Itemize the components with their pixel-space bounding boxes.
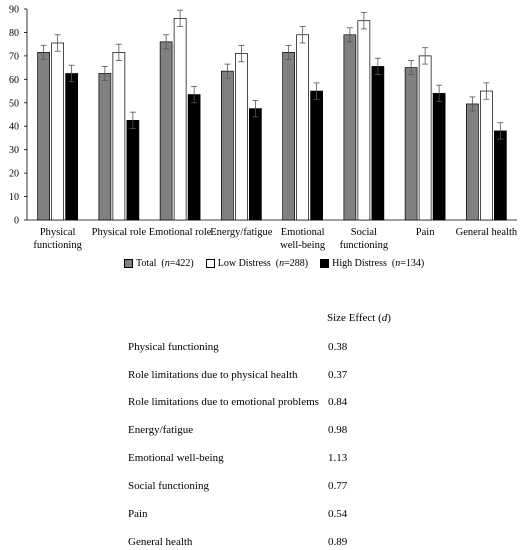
y-tick-label: 80 <box>9 28 19 39</box>
x-tick-label: well-being <box>280 240 326 251</box>
bar-low-distress <box>357 20 371 221</box>
table-row: Physical functioning 0.38 <box>128 341 358 353</box>
bar-total <box>159 41 173 221</box>
row-label: Pain <box>128 508 148 520</box>
y-tick-label: 30 <box>9 145 19 156</box>
y-tick-label: 90 <box>9 5 19 16</box>
x-tick-label: Emotional <box>281 227 325 238</box>
legend-item-total: Total (n=422) <box>124 258 194 269</box>
bar-high-distress <box>371 66 385 221</box>
chart-legend: Total (n=422) Low Distress (n=288) High … <box>124 258 436 269</box>
y-tick-label: 50 <box>9 98 19 109</box>
table-row: Social functioning 0.77 <box>128 480 358 492</box>
bar-total <box>343 34 357 221</box>
bar-total <box>37 52 50 221</box>
bar-high-distress <box>432 93 446 221</box>
bar-high-distress <box>187 94 201 221</box>
y-tick-label: 70 <box>9 51 19 62</box>
row-value: 0.84 <box>328 396 348 408</box>
bar-high-distress <box>65 73 78 221</box>
legend-item-high-distress: High Distress (n=134) <box>320 258 424 269</box>
table-header: Size Effect (d) <box>327 312 391 324</box>
y-tick-label: 20 <box>9 169 19 180</box>
bar-total <box>221 70 234 221</box>
bar-chart: 0 10 20 30 40 50 60 70 80 90 Physical functioning Ph… <box>9 5 518 252</box>
row-value: 0.89 <box>328 536 348 548</box>
table-row: Role limitations due to physical health … <box>128 369 358 381</box>
x-tick-label: Physical role <box>92 227 147 238</box>
table-row: Role limitations due to emotional proble… <box>128 396 358 408</box>
legend-label-high-distress: High Distress <box>332 258 387 269</box>
row-label: Role limitations due to physical health <box>128 369 298 381</box>
row-label: Energy/fatigue <box>128 424 194 436</box>
row-label: Physical functioning <box>128 341 219 353</box>
bar-low-distress <box>235 53 248 221</box>
legend-n-total: (n=422) <box>161 258 194 269</box>
legend-n-low-distress: (n=288) <box>275 258 309 269</box>
bar-total <box>404 67 418 221</box>
row-value: 0.38 <box>328 341 348 353</box>
x-tick-label: functioning <box>340 240 389 251</box>
legend-swatch-low-distress <box>205 259 215 268</box>
table-row: Pain 0.54 <box>128 508 358 520</box>
row-label: Social functioning <box>128 480 209 492</box>
x-tick-label: Energy/fatigue <box>210 227 273 238</box>
legend-swatch-total <box>124 259 133 268</box>
x-tick-label: Social <box>351 227 377 238</box>
bar-high-distress <box>494 130 507 221</box>
bar-low-distress <box>51 42 64 221</box>
bar-low-distress <box>296 34 309 221</box>
y-tick-label: 0 <box>14 216 19 227</box>
bar-low-distress <box>173 18 187 221</box>
y-tick-label: 40 <box>9 122 19 133</box>
x-tick-label: General health <box>456 227 518 238</box>
row-value: 0.54 <box>328 508 348 520</box>
row-value: 1.13 <box>328 452 348 464</box>
y-tick-label: 10 <box>9 192 19 203</box>
row-value: 0.77 <box>328 480 348 492</box>
legend-label-low-distress: Low Distress <box>217 258 271 269</box>
table-row: Emotional well-being 1.13 <box>128 452 358 464</box>
bar-low-distress <box>112 52 126 221</box>
legend-label-total: Total <box>136 258 157 269</box>
bar-total <box>282 52 295 221</box>
table-row: General health 0.89 <box>128 536 358 548</box>
row-value: 0.37 <box>328 369 348 381</box>
bar-low-distress <box>418 55 432 221</box>
x-tick-label: Emotional role <box>149 227 212 238</box>
bar-low-distress <box>480 90 493 221</box>
bar-high-distress <box>310 90 323 221</box>
row-label: General health <box>128 536 193 548</box>
y-tick-label: 60 <box>9 75 19 86</box>
x-tick-label: functioning <box>33 240 82 251</box>
bar-total <box>466 103 479 221</box>
legend-n-high-distress: (n=134) <box>391 258 425 269</box>
bar-high-distress <box>126 120 140 221</box>
legend-item-low-distress: Low Distress (n=288) <box>205 258 309 269</box>
bar-high-distress <box>249 108 262 221</box>
table-row: Energy/fatigue 0.98 <box>128 424 358 436</box>
row-label: Role limitations due to emotional proble… <box>128 396 319 408</box>
x-tick-label: Physical <box>40 227 76 238</box>
row-label: Emotional well-being <box>128 452 224 464</box>
bar-total <box>98 73 112 221</box>
legend-swatch-high-distress <box>320 259 330 268</box>
row-value: 0.98 <box>328 424 348 436</box>
x-tick-label: Pain <box>416 227 435 238</box>
